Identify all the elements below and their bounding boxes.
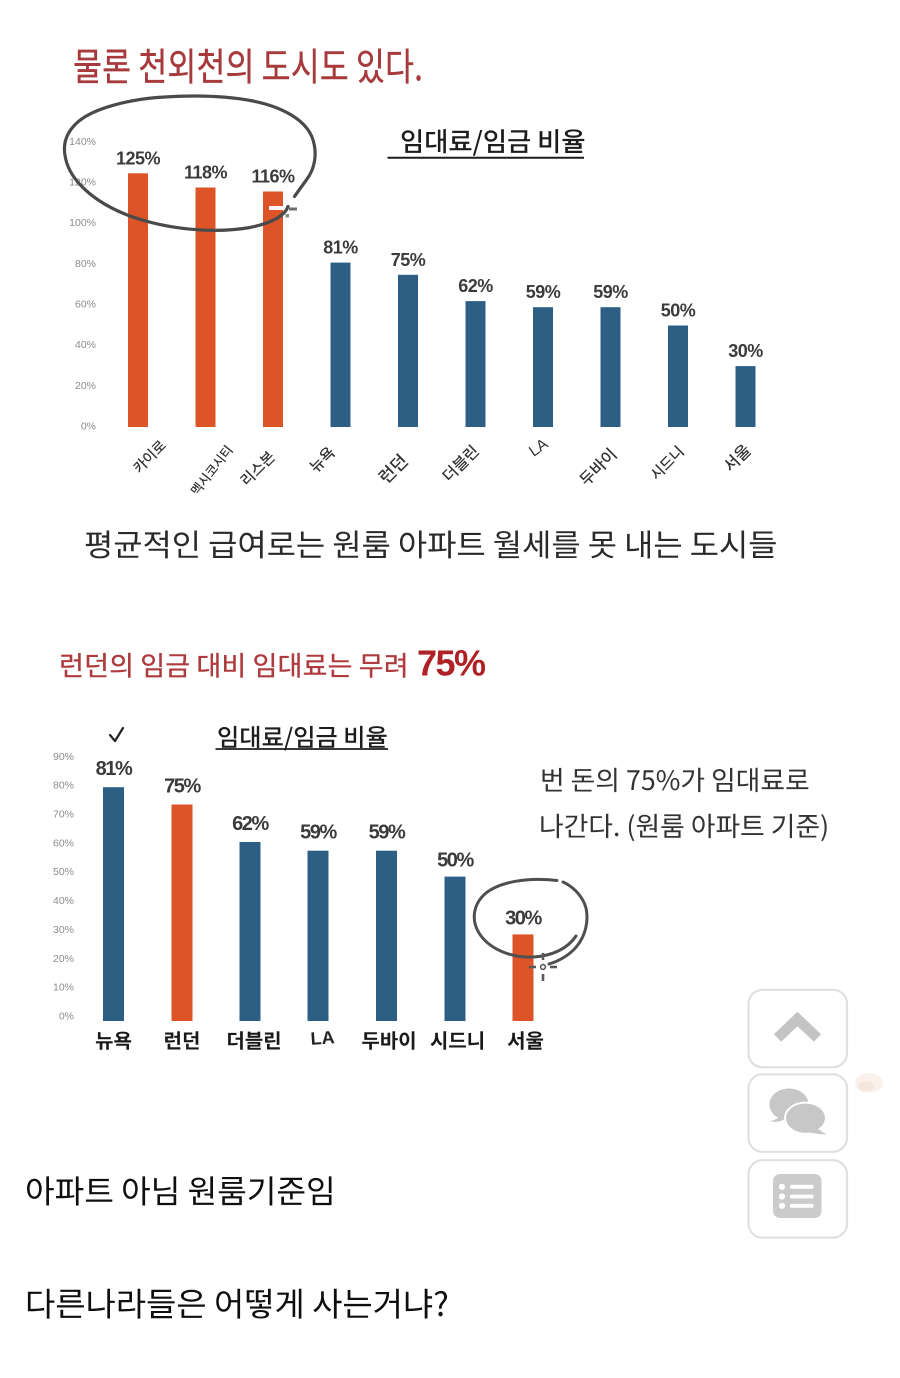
svg-text:140%: 140% bbox=[69, 136, 96, 148]
svg-text:30%: 30% bbox=[728, 341, 763, 361]
svg-text:80%: 80% bbox=[53, 780, 74, 792]
svg-text:60%: 60% bbox=[75, 299, 96, 311]
svg-text:75%: 75% bbox=[391, 250, 426, 270]
svg-text:81%: 81% bbox=[323, 238, 358, 258]
svg-text:50%: 50% bbox=[661, 301, 696, 321]
svg-text:50%: 50% bbox=[437, 850, 474, 872]
svg-text:59%: 59% bbox=[526, 282, 561, 302]
svg-text:62%: 62% bbox=[232, 813, 269, 835]
svg-text:81%: 81% bbox=[96, 758, 133, 780]
svg-text:125%: 125% bbox=[116, 148, 161, 168]
svg-text:40%: 40% bbox=[53, 895, 74, 907]
svg-text:10%: 10% bbox=[53, 982, 74, 994]
svg-text:75%: 75% bbox=[417, 643, 486, 684]
svg-text:70%: 70% bbox=[53, 809, 74, 821]
svg-text:59%: 59% bbox=[300, 822, 337, 844]
svg-text:0%: 0% bbox=[59, 1011, 74, 1023]
svg-text:118%: 118% bbox=[184, 163, 228, 183]
svg-text:40%: 40% bbox=[75, 339, 96, 351]
svg-text:0%: 0% bbox=[81, 420, 96, 432]
svg-text:50%: 50% bbox=[53, 866, 74, 878]
svg-text:59%: 59% bbox=[593, 282, 628, 302]
svg-text:59%: 59% bbox=[369, 822, 406, 844]
svg-text:20%: 20% bbox=[53, 953, 74, 965]
svg-text:20%: 20% bbox=[75, 380, 96, 392]
svg-text:75%: 75% bbox=[164, 776, 201, 798]
svg-text:62%: 62% bbox=[458, 276, 493, 296]
svg-text:LA: LA bbox=[310, 1027, 335, 1049]
svg-text:30%: 30% bbox=[53, 924, 74, 936]
svg-text:90%: 90% bbox=[53, 751, 74, 763]
svg-text:60%: 60% bbox=[53, 837, 74, 849]
svg-text:80%: 80% bbox=[75, 258, 96, 270]
svg-text:30%: 30% bbox=[505, 907, 542, 929]
svg-text:116%: 116% bbox=[251, 167, 295, 187]
svg-text:100%: 100% bbox=[69, 217, 96, 229]
